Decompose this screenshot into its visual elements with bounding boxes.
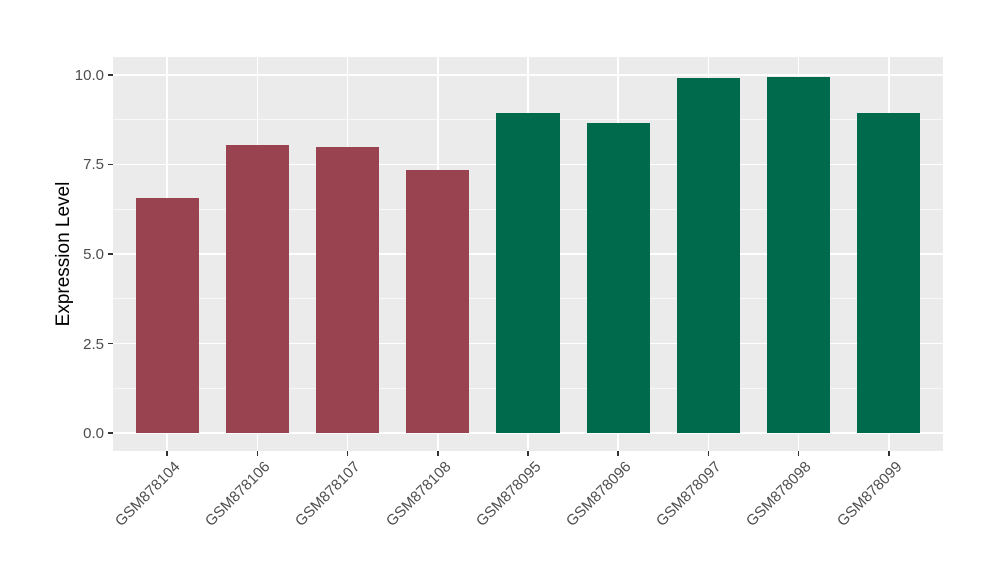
bar-GSM878095	[496, 112, 560, 434]
bar-GSM878096	[586, 123, 650, 434]
x-tick-mark	[617, 451, 619, 456]
x-tick-label: GSM878108	[382, 458, 455, 530]
x-tick-label: GSM878095	[472, 458, 545, 530]
y-tick-mark	[108, 163, 113, 166]
y-tick-mark	[108, 342, 113, 345]
y-tick-mark	[108, 74, 113, 76]
bar-GSM878104	[135, 198, 199, 434]
bar-GSM878108	[406, 169, 470, 434]
x-tick-label: GSM878107	[292, 458, 364, 530]
x-tick-label: GSM878099	[833, 458, 906, 530]
bar-GSM878098	[767, 76, 831, 434]
x-tick-mark	[888, 451, 890, 456]
x-tick-mark	[707, 451, 710, 456]
y-tick-mark	[108, 253, 113, 255]
y-tick-label: 10.0	[74, 66, 104, 84]
x-tick-label: GSM878096	[562, 458, 635, 530]
plot-panel	[113, 57, 943, 451]
x-tick-label: GSM878104	[111, 458, 184, 530]
y-tick-mark	[108, 432, 113, 434]
y-tick-label: 7.5	[83, 156, 104, 174]
x-tick-label: GSM878106	[202, 458, 274, 530]
x-tick-label: GSM878098	[743, 458, 815, 530]
x-tick-mark	[527, 451, 529, 456]
y-tick-label: 5.0	[83, 246, 104, 263]
bar-GSM878107	[315, 146, 380, 434]
bar-GSM878097	[676, 78, 740, 434]
y-tick-label: 0.0	[83, 425, 104, 443]
x-tick-mark	[797, 451, 800, 456]
x-tick-mark	[437, 451, 439, 456]
x-tick-mark	[166, 451, 168, 456]
x-tick-label: GSM878097	[653, 458, 725, 530]
bar-GSM878099	[857, 112, 921, 434]
bar-GSM878106	[225, 144, 289, 434]
x-tick-mark	[256, 451, 259, 456]
x-tick-mark	[346, 451, 349, 456]
y-tick-label: 2.5	[83, 335, 104, 353]
